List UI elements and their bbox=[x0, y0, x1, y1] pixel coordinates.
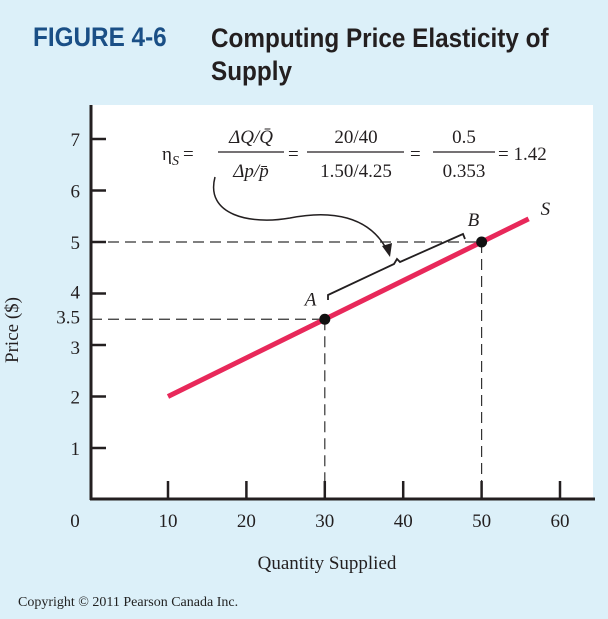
x-tick-label: 50 bbox=[472, 511, 491, 532]
formula-result: = 1.42 bbox=[498, 144, 547, 165]
figure-title: Computing Price Elasticity of Supply bbox=[211, 23, 549, 86]
arrowhead-icon bbox=[382, 243, 392, 257]
formula-eq: = bbox=[183, 144, 194, 165]
plot-background bbox=[91, 105, 593, 499]
y-tick-label: 1 bbox=[71, 439, 81, 460]
formula-den3: 0.353 bbox=[443, 161, 486, 182]
figure-label: FIGURE 4-6 bbox=[33, 22, 167, 52]
y-tick-label: 3.5 bbox=[56, 307, 80, 328]
y-axis-label: Price ($) bbox=[2, 297, 23, 363]
x-tick-label: 20 bbox=[237, 511, 256, 532]
x-tick-label: 0 bbox=[70, 511, 80, 532]
x-tick-label: 60 bbox=[551, 511, 570, 532]
eta-subscript: S bbox=[172, 154, 179, 169]
copyright: Copyright © 2011 Pearson Canada Inc. bbox=[18, 595, 239, 610]
x-axis-label: Quantity Supplied bbox=[258, 553, 397, 574]
y-tick-label: 4 bbox=[71, 283, 81, 304]
annotation-arrow bbox=[212, 176, 389, 253]
supply-line bbox=[166, 216, 530, 399]
brace bbox=[327, 232, 466, 300]
point-B bbox=[476, 236, 488, 248]
x-tick-label: 40 bbox=[394, 511, 413, 532]
formula: ηS = ΔQ/Q̄ Δp/p̄ = 20/40 1.50/4.25 = 0.5 … bbox=[162, 127, 547, 182]
y-tick-label: 6 bbox=[71, 182, 81, 203]
point-A bbox=[319, 313, 331, 325]
x-tick-label: 10 bbox=[159, 511, 178, 532]
formula-eq2: = bbox=[288, 144, 299, 165]
formula-den2: 1.50/4.25 bbox=[320, 161, 392, 182]
point-label-A: A bbox=[303, 289, 317, 310]
guide-lines bbox=[91, 241, 483, 499]
formula-den1: Δp/p̄ bbox=[232, 161, 268, 182]
formula-num3: 0.5 bbox=[452, 127, 476, 148]
y-tick-label: 2 bbox=[71, 388, 81, 409]
svg-text:ηS=: ηS = bbox=[162, 144, 194, 169]
y-tick-label: 7 bbox=[71, 130, 81, 151]
point-label-B: B bbox=[468, 210, 480, 231]
y-tick-label: 3 bbox=[71, 338, 81, 359]
formula-num2: 20/40 bbox=[334, 127, 377, 148]
eta-symbol: η bbox=[162, 144, 172, 165]
formula-eq3: = bbox=[410, 144, 421, 165]
x-tick-label: 30 bbox=[315, 511, 334, 532]
supply-line-label: S bbox=[541, 199, 551, 220]
formula-num1: ΔQ/Q̄ bbox=[228, 127, 273, 148]
y-tick-label: 5 bbox=[71, 233, 81, 254]
